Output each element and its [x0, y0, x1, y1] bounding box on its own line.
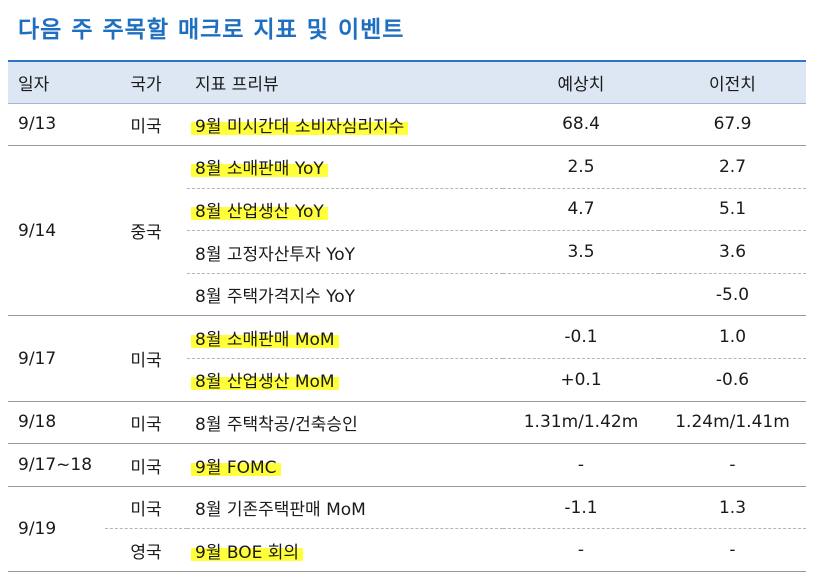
forecast-cell [503, 273, 659, 317]
indicator-cell: 8월 기존주택판매 MoM [187, 486, 503, 530]
indicator-label: 8월 소매판매 MoM [191, 329, 339, 350]
previous-cell: 1.0 [659, 315, 806, 360]
indicator-cell: 9월 BOE 회의 [187, 528, 503, 573]
previous-cell: -0.6 [659, 358, 806, 402]
indicator-cell: 8월 주택가격지수 YoY [187, 273, 503, 317]
indicator-cell: 8월 산업생산 MoM [187, 358, 503, 402]
previous-cell: -5.0 [659, 273, 806, 317]
macro-events-table: 일자 국가 지표 프리뷰 예상치 이전치 9/13 미국 9월 미시간대 소비자… [8, 60, 806, 573]
previous-cell: 5.1 [659, 188, 806, 232]
forecast-cell: - [503, 443, 659, 487]
country-cell: 영국 [105, 528, 187, 573]
header-indicator: 지표 프리뷰 [187, 60, 503, 104]
indicator-label: 9월 미시간대 소비자심리지수 [191, 116, 409, 137]
header-forecast: 예상치 [503, 60, 659, 104]
table-row: 9/17 미국 8월 소매판매 MoM -0.1 1.0 [8, 315, 806, 402]
country-cell: 미국 [105, 103, 187, 147]
forecast-cell: 3.5 [503, 230, 659, 274]
forecast-cell: - [503, 528, 659, 573]
forecast-cell: 2.5 [503, 145, 659, 189]
date-cell: 9/18 [8, 401, 105, 445]
indicator-cell: 9월 미시간대 소비자심리지수 [187, 103, 503, 147]
previous-cell: - [659, 528, 806, 573]
table-row: 9/17~18 미국 9월 FOMC - - [8, 443, 806, 487]
indicator-label: 9월 FOMC [191, 457, 281, 478]
header-country: 국가 [105, 60, 187, 104]
previous-cell: 1.3 [659, 486, 806, 530]
previous-cell: 67.9 [659, 103, 806, 147]
indicator-cell: 8월 산업생산 YoY [187, 188, 503, 232]
indicator-cell: 8월 고정자산투자 YoY [187, 230, 503, 274]
date-cell: 9/19 [8, 486, 105, 573]
table-row: 9/13 미국 9월 미시간대 소비자심리지수 68.4 67.9 [8, 103, 806, 147]
previous-cell: 2.7 [659, 145, 806, 189]
previous-cell: 3.6 [659, 230, 806, 274]
indicator-cell: 9월 FOMC [187, 443, 503, 487]
indicator-label: 8월 기존주택판매 MoM [195, 500, 366, 521]
date-cell: 9/13 [8, 103, 105, 147]
country-cell: 미국 [105, 315, 187, 402]
table-header-row: 일자 국가 지표 프리뷰 예상치 이전치 [8, 60, 806, 104]
table-row: 영국 9월 BOE 회의 - - [8, 528, 806, 573]
forecast-cell: 1.31m/1.42m [503, 401, 659, 445]
header-date: 일자 [8, 60, 105, 104]
country-cell: 중국 [105, 145, 187, 317]
table-row: 8월 산업생산 MoM +0.1 -0.6 [8, 358, 806, 402]
table-row: 8월 고정자산투자 YoY 3.5 3.6 [8, 230, 806, 274]
indicator-cell: 8월 소매판매 YoY [187, 145, 503, 189]
forecast-cell: 68.4 [503, 103, 659, 147]
indicator-cell: 8월 소매판매 MoM [187, 315, 503, 360]
previous-cell: - [659, 443, 806, 487]
previous-cell: 1.24m/1.41m [659, 401, 806, 445]
table-row: 8월 산업생산 YoY 4.7 5.1 [8, 188, 806, 232]
date-cell: 9/17~18 [8, 443, 105, 487]
indicator-label: 8월 산업생산 MoM [191, 372, 339, 393]
forecast-cell: 4.7 [503, 188, 659, 232]
indicator-label: 8월 소매판매 YoY [191, 159, 328, 180]
date-cell: 9/14 [8, 145, 105, 317]
indicator-label: 8월 고정자산투자 YoY [195, 244, 356, 265]
indicator-label: 8월 산업생산 YoY [191, 201, 328, 222]
forecast-cell: -1.1 [503, 486, 659, 530]
country-cell: 미국 [105, 486, 187, 530]
date-cell: 9/17 [8, 315, 105, 402]
country-cell: 미국 [105, 443, 187, 487]
forecast-cell: -0.1 [503, 315, 659, 360]
indicator-label: 8월 주택착공/건축승인 [195, 414, 358, 435]
country-cell: 미국 [105, 401, 187, 445]
page-title: 다음 주 주목할 매크로 지표 및 이벤트 [18, 17, 405, 43]
indicator-label: 8월 주택가격지수 YoY [195, 287, 356, 308]
forecast-cell: +0.1 [503, 358, 659, 402]
header-previous: 이전치 [659, 60, 806, 104]
table-row: 9/14 중국 8월 소매판매 YoY 2.5 2.7 [8, 145, 806, 317]
indicator-cell: 8월 주택착공/건축승인 [187, 401, 503, 445]
table-row: 8월 주택가격지수 YoY -5.0 [8, 273, 806, 317]
indicator-label: 9월 BOE 회의 [191, 542, 304, 563]
table-row: 9/18 미국 8월 주택착공/건축승인 1.31m/1.42m 1.24m/1… [8, 401, 806, 445]
table-row: 9/19 미국 8월 기존주택판매 MoM -1.1 1.3 [8, 486, 806, 573]
